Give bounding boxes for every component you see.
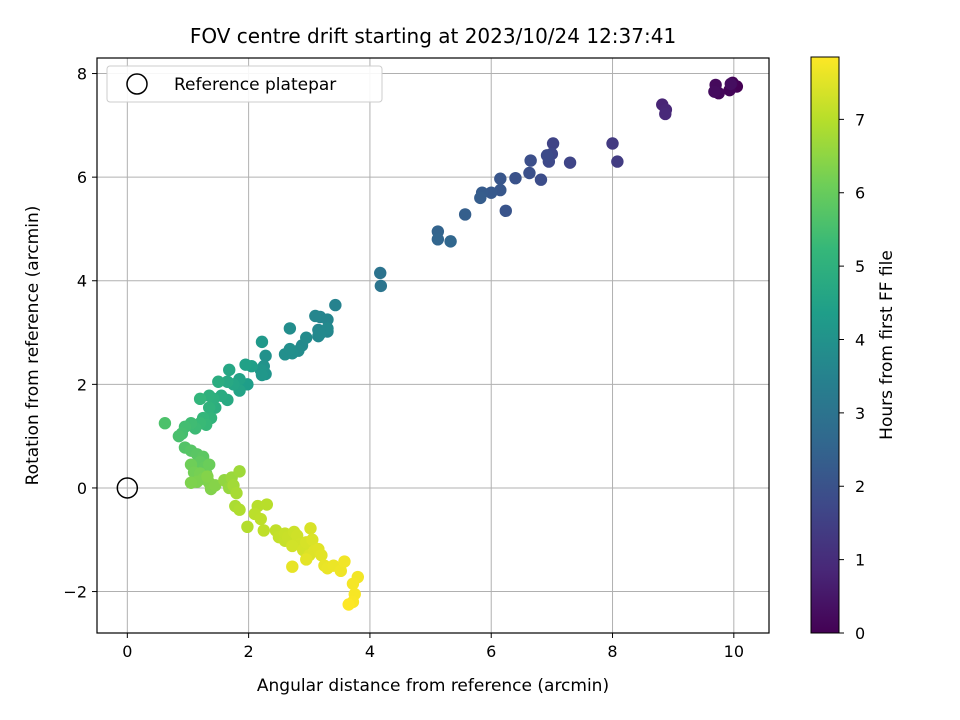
- colorbar: 0 1 2 3 4 5 6 7 Hours from first FF file: [810, 56, 897, 643]
- colorbar-tick-label: 3: [855, 404, 865, 423]
- data-point: [184, 476, 198, 489]
- data-point: [523, 166, 536, 180]
- data-point: [283, 322, 297, 335]
- x-tick-label: 0: [122, 642, 132, 661]
- y-tick-label: 8: [77, 65, 87, 84]
- colorbar-tick-label: 2: [855, 477, 865, 496]
- data-point: [563, 156, 577, 169]
- data-point: [338, 555, 351, 568]
- legend-box: [106, 65, 383, 103]
- data-point: [659, 107, 672, 121]
- colorbar-gradient: [810, 56, 840, 634]
- colorbar-tick-label: 6: [855, 184, 865, 203]
- data-point: [431, 233, 445, 246]
- data-point: [193, 392, 207, 406]
- data-point: [306, 533, 319, 546]
- x-axis-title: Angular distance from reference (arcmin): [257, 676, 609, 696]
- x-tick-label: 8: [607, 642, 617, 661]
- data-point: [474, 191, 487, 205]
- data-point: [708, 85, 721, 98]
- chart-title: FOV centre drift starting at 2023/10/24 …: [190, 24, 676, 48]
- data-point: [203, 458, 216, 471]
- data-point: [203, 401, 216, 414]
- data-point: [444, 235, 457, 248]
- data-point: [283, 342, 297, 356]
- x-tick-label: 6: [486, 642, 496, 661]
- data-point: [309, 309, 322, 323]
- data-point: [286, 539, 299, 553]
- data-point: [158, 417, 172, 430]
- y-tick-label: 6: [77, 168, 87, 187]
- x-tick-label: 10: [724, 642, 744, 661]
- colorbar-tick-label: 1: [855, 551, 865, 570]
- data-point: [260, 498, 274, 511]
- data-point: [313, 327, 327, 340]
- data-point: [172, 429, 186, 443]
- data-point: [239, 358, 252, 371]
- plot-frame: [96, 57, 770, 634]
- data-point: [315, 549, 328, 562]
- data-point: [346, 577, 360, 590]
- data-point: [374, 279, 388, 293]
- data-points: [158, 76, 744, 611]
- colorbar-tick-label: 5: [855, 257, 865, 276]
- data-point: [201, 470, 214, 483]
- legend: Reference platepar: [106, 65, 383, 103]
- legend-marker-open-circle: [126, 73, 148, 95]
- y-tick-label: 0: [77, 479, 87, 498]
- reference-marker-layer: [116, 477, 139, 499]
- data-point: [300, 553, 313, 566]
- data-point: [611, 155, 624, 168]
- data-point: [606, 137, 619, 150]
- data-point: [485, 186, 498, 199]
- data-point: [374, 266, 387, 280]
- data-point: [233, 465, 246, 478]
- data-point: [254, 512, 267, 526]
- data-point: [209, 479, 222, 492]
- data-point: [534, 173, 548, 186]
- data-point: [259, 349, 272, 363]
- data-point: [255, 335, 269, 349]
- colorbar-ticks: 0 1 2 3 4 5 6 7: [839, 110, 865, 643]
- data-point: [494, 172, 507, 185]
- data-point: [540, 149, 554, 162]
- data-point: [524, 154, 537, 167]
- data-point: [286, 560, 299, 573]
- data-point: [233, 503, 246, 516]
- colorbar-tick-label: 4: [855, 330, 865, 349]
- data-point: [255, 368, 269, 382]
- data-point: [304, 522, 317, 535]
- colorbar-tick-label: 0: [855, 624, 865, 643]
- colorbar-label: Hours from first FF file: [877, 250, 897, 440]
- data-point: [334, 564, 348, 578]
- x-tick-label: 2: [244, 642, 254, 661]
- grid-lines: [97, 58, 769, 633]
- data-point: [223, 363, 236, 377]
- y-tick-label: 2: [77, 375, 87, 394]
- y-tick-label: −2: [63, 583, 87, 602]
- data-point: [300, 331, 313, 344]
- data-point: [230, 486, 243, 500]
- colorbar-tick-label: 7: [855, 110, 865, 129]
- x-tick-label: 4: [365, 642, 375, 661]
- x-axis-ticks: 0 2 4 6 8 10: [122, 633, 744, 661]
- y-axis-title: Rotation from reference (arcmin): [23, 206, 43, 486]
- data-point: [458, 208, 472, 221]
- data-point: [241, 520, 254, 534]
- data-point: [546, 137, 560, 150]
- y-tick-label: 4: [77, 272, 87, 291]
- legend-label-reference: Reference platepar: [174, 75, 336, 95]
- data-point: [329, 298, 342, 312]
- data-point: [499, 204, 512, 218]
- data-point: [212, 375, 225, 388]
- data-point: [509, 171, 522, 185]
- data-point: [257, 524, 270, 537]
- y-axis-ticks: −2 0 2 4 6 8: [63, 65, 97, 602]
- data-point: [724, 77, 737, 91]
- data-point: [342, 598, 355, 611]
- reference-platepar-marker: [116, 477, 139, 499]
- data-point: [321, 313, 334, 326]
- data-point: [221, 375, 234, 388]
